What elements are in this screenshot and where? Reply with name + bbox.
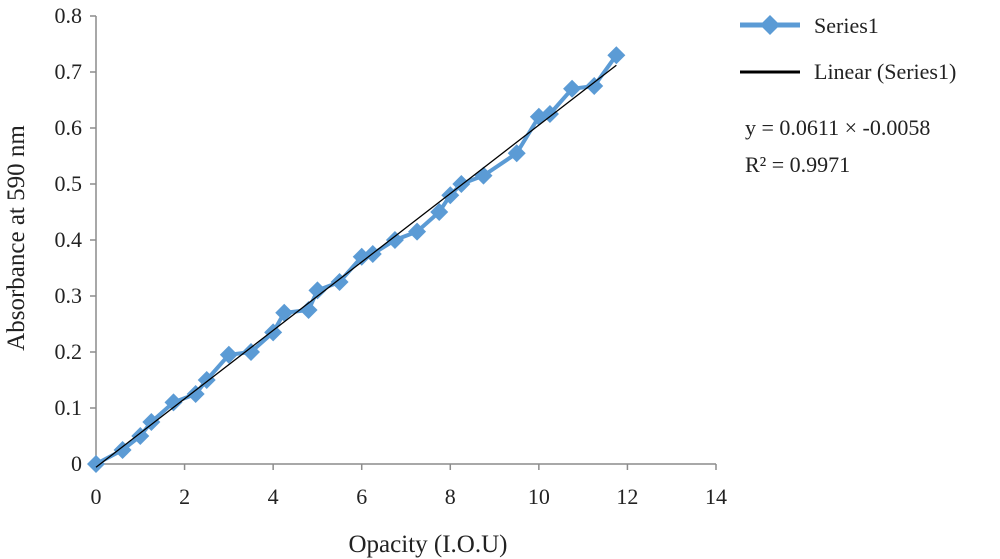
y-tick-label: 0.2 — [55, 339, 83, 364]
x-axis-title: Opacity (I.O.U) — [349, 531, 508, 558]
y-tick-label: 0.8 — [55, 3, 83, 28]
data-point — [264, 323, 283, 342]
y-tick-label: 0.7 — [55, 59, 83, 84]
legend-series1-label: Series1 — [814, 13, 879, 38]
data-point — [299, 301, 318, 319]
data-point — [408, 222, 427, 241]
x-tick-label: 4 — [268, 484, 279, 509]
trendline-equation: y = 0.0611 × -0.0058 — [745, 115, 930, 140]
series-layer — [87, 46, 626, 473]
y-tick-label: 0 — [71, 451, 82, 476]
data-point — [430, 203, 449, 221]
data-point — [607, 46, 626, 65]
legend-trendline-label: Linear (Series1) — [814, 59, 956, 84]
trendline-layer — [95, 64, 617, 468]
y-tick-label: 0.6 — [55, 115, 83, 140]
trendline-r-squared: R² = 0.9971 — [745, 152, 850, 177]
y-tick-labels: 0 0.1 0.2 0.3 0.4 0.5 0.6 0.7 0.8 — [55, 3, 96, 476]
legend: Series1 Linear (Series1) y = 0.0611 × -0… — [740, 13, 956, 177]
x-tick-label: 12 — [616, 484, 638, 509]
x-tick-label: 14 — [705, 484, 727, 509]
data-point — [186, 385, 205, 403]
data-point — [131, 427, 150, 445]
y-tick-label: 0.4 — [55, 227, 83, 252]
data-point — [308, 281, 327, 300]
y-tick-label: 0.1 — [55, 395, 83, 420]
data-point — [507, 144, 526, 163]
x-tick-label: 8 — [445, 484, 456, 509]
x-tick-label: 0 — [91, 484, 102, 509]
data-point — [113, 441, 132, 459]
data-point — [242, 343, 260, 361]
x-tick-labels: 0 2 4 6 8 10 12 14 — [91, 464, 727, 509]
data-point — [87, 455, 105, 473]
data-point — [142, 413, 161, 431]
data-point — [540, 105, 559, 123]
x-tick-label: 2 — [179, 484, 190, 509]
data-point — [275, 303, 294, 322]
x-tick-label: 10 — [528, 484, 550, 509]
data-point — [563, 79, 582, 98]
data-point — [164, 393, 183, 412]
data-point — [585, 77, 604, 95]
y-tick-label: 0.5 — [55, 171, 83, 196]
data-point — [330, 273, 349, 291]
y-tick-label: 0.3 — [55, 283, 83, 308]
y-axis-title: Absorbance at 590 nm — [3, 125, 30, 351]
x-tick-label: 6 — [356, 484, 367, 509]
data-point — [219, 345, 238, 364]
trendline — [95, 64, 617, 468]
legend-series1-marker — [760, 15, 780, 35]
data-point — [385, 231, 404, 249]
